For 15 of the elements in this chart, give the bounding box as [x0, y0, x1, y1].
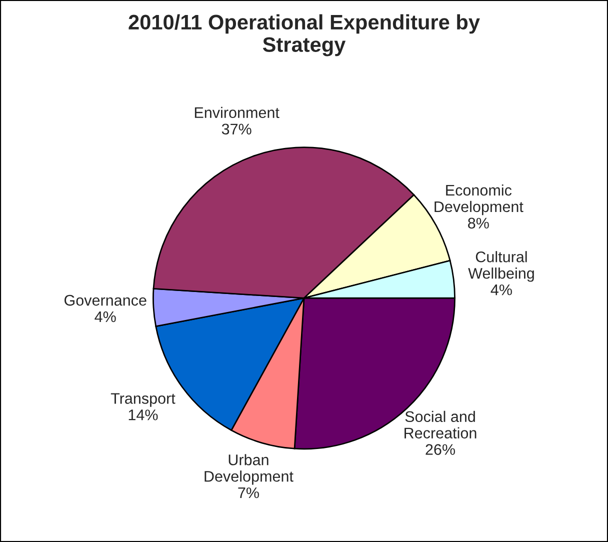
slice-label: Governance	[64, 294, 146, 306]
data-label: 4%	[94, 311, 116, 322]
slice-label: Urban Development	[204, 454, 294, 485]
data-label: 37%	[222, 124, 252, 135]
data-label: 26%	[426, 444, 455, 455]
data-label: 8%	[468, 218, 489, 229]
data-label: 14%	[128, 410, 158, 420]
slice-label: Cultural Wellbeing	[468, 251, 534, 282]
chart-title: 2010/11 Operational Expenditure by Strategy	[128, 14, 480, 56]
slice-label: Transport	[110, 393, 176, 407]
data-label: 4%	[490, 284, 512, 296]
slice-label: Environment	[194, 106, 280, 118]
slice-label: Economic Development	[434, 184, 524, 216]
slice-label: Social and Recreation	[404, 410, 476, 438]
data-label: 7%	[238, 487, 259, 498]
